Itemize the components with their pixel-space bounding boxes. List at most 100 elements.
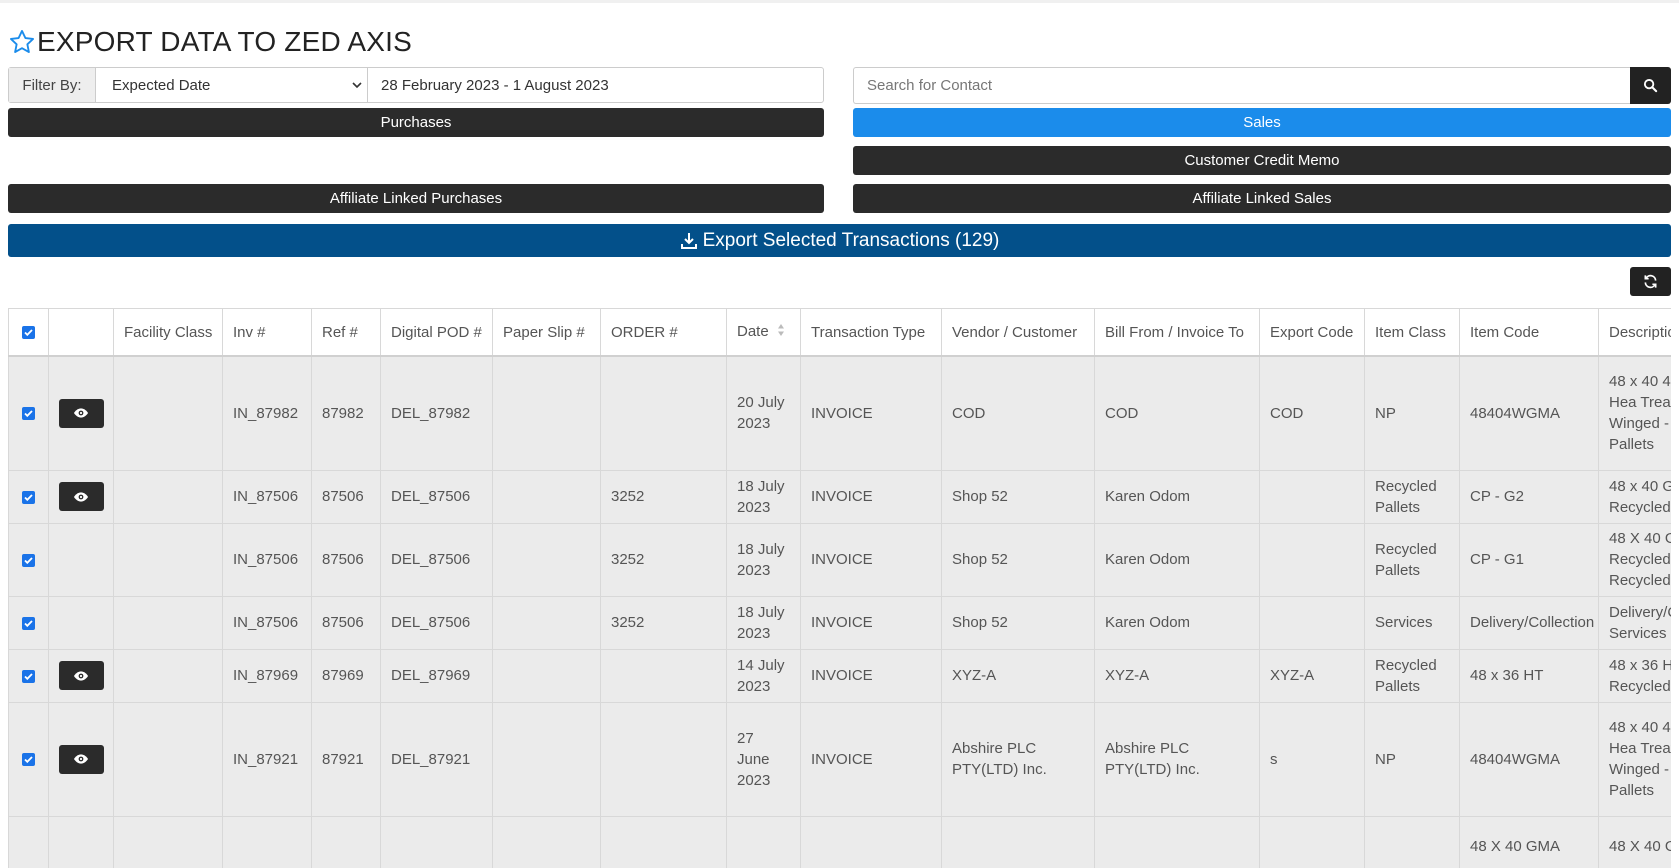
- table-cell: DEL_87506: [380, 595, 493, 650]
- row-actions-cell: [48, 522, 114, 597]
- column-header[interactable]: ORDER #: [600, 308, 727, 357]
- table-cell: Delivery/Collection: [1459, 595, 1599, 650]
- table-cell: 18 July 2023: [726, 595, 801, 650]
- table-cell: [600, 648, 727, 703]
- view-button[interactable]: [58, 661, 104, 690]
- view-button[interactable]: [58, 482, 104, 511]
- table-cell: XYZ-A: [1259, 648, 1365, 703]
- table-cell: [600, 355, 727, 471]
- row-checkbox[interactable]: [22, 407, 35, 421]
- column-header[interactable]: Digital POD #: [380, 308, 493, 357]
- table-cell: Shop 52: [941, 595, 1095, 650]
- row-select-cell: [8, 815, 49, 868]
- purchases-button[interactable]: Purchases: [8, 108, 824, 137]
- star-icon[interactable]: [8, 28, 36, 56]
- export-selected-button[interactable]: Export Selected Transactions (129): [8, 224, 1671, 257]
- table-cell: [1259, 595, 1365, 650]
- column-header[interactable]: Descriptio: [1598, 308, 1671, 357]
- date-range-input[interactable]: 28 February 2023 - 1 August 2023: [381, 76, 609, 94]
- column-header[interactable]: Vendor / Customer: [941, 308, 1095, 357]
- filter-label: Filter By:: [9, 68, 96, 102]
- row-actions-cell: [48, 469, 114, 524]
- search-icon: [1643, 78, 1658, 93]
- table-cell: Karen Odom: [1094, 522, 1260, 597]
- table-cell: 87506: [311, 595, 381, 650]
- table-cell: 48 X 40 GMA: [1459, 815, 1599, 868]
- eye-icon: [74, 670, 88, 681]
- table-cell: [492, 595, 601, 650]
- filter-select[interactable]: Expected Date: [96, 68, 368, 102]
- eye-icon: [74, 408, 88, 418]
- row-checkbox[interactable]: [22, 616, 35, 630]
- row-checkbox[interactable]: [22, 490, 35, 504]
- table-row[interactable]: IN_87506 87506 DEL_87506 3252 18 July 2023 IN…: [8, 522, 1671, 597]
- table-cell: [1259, 469, 1365, 524]
- table-body: IN_87982 87982 DEL_87982 20 July 2023 INVOIC…: [8, 355, 1671, 868]
- row-actions-cell: [48, 595, 114, 650]
- table-cell: [1259, 522, 1365, 597]
- table-cell: NP: [1364, 355, 1460, 471]
- date-column-header[interactable]: Date: [726, 308, 801, 357]
- table-cell: [1364, 815, 1460, 868]
- table-cell: DEL_87969: [380, 648, 493, 703]
- table-cell: 87921: [311, 701, 381, 817]
- table-cell: IN_87506: [222, 595, 312, 650]
- search-input[interactable]: Search for Contact: [853, 67, 1630, 104]
- customer-credit-memo-button[interactable]: Customer Credit Memo: [853, 146, 1671, 175]
- table-row[interactable]: IN_87506 87506 DEL_87506 3252 18 July 2023 IN…: [8, 595, 1671, 650]
- export-button-label: Export Selected Transactions (129): [702, 229, 1000, 251]
- table-cell: 48 x 40 4 gma - Hea Treated C Winged - P…: [1598, 701, 1671, 817]
- sort-icon: [777, 322, 785, 343]
- table-cell: Recycled Pallets: [1364, 648, 1460, 703]
- column-header[interactable]: Facility Class: [113, 308, 223, 357]
- transactions-table: Facility Class Inv # Ref # Digital POD #…: [8, 308, 1671, 868]
- column-header[interactable]: Ref #: [311, 308, 381, 357]
- table-cell: 18 July 2023: [726, 522, 801, 597]
- affiliate-linked-purchases-button[interactable]: Affiliate Linked Purchases: [8, 184, 824, 213]
- column-header[interactable]: Paper Slip #: [492, 308, 601, 357]
- row-select-cell: [8, 701, 49, 817]
- table-row[interactable]: IN_87921 87921 DEL_87921 27 June 2023 INVOIC…: [8, 701, 1671, 817]
- table-row[interactable]: IN_87982 87982 DEL_87982 20 July 2023 INVOIC…: [8, 355, 1671, 471]
- search-button[interactable]: [1630, 67, 1671, 104]
- column-header[interactable]: Inv #: [222, 308, 312, 357]
- table-cell: [113, 595, 223, 650]
- table-row[interactable]: IN_87506 87506 DEL_87506 3252 18 July 2023 IN…: [8, 469, 1671, 524]
- column-header[interactable]: Export Code: [1259, 308, 1365, 357]
- column-header-label: Date: [737, 323, 769, 341]
- eye-icon: [74, 754, 88, 764]
- refresh-button[interactable]: [1630, 267, 1671, 296]
- view-button[interactable]: [58, 398, 104, 428]
- table-cell: [311, 815, 381, 868]
- actions-header: [48, 308, 114, 357]
- column-header[interactable]: Transaction Type: [800, 308, 942, 357]
- table-cell: [800, 815, 942, 868]
- column-header[interactable]: Item Class: [1364, 308, 1460, 357]
- table-cell: 87982: [311, 355, 381, 471]
- table-row[interactable]: IN_87969 87969 DEL_87969 14 July 2023 INVOIC…: [8, 648, 1671, 703]
- column-header[interactable]: Item Code: [1459, 308, 1599, 357]
- table-cell: Abshire PLC PTY(LTD) Inc.: [941, 701, 1095, 817]
- select-all-checkbox[interactable]: [22, 326, 35, 340]
- table-cell: 20 July 2023: [726, 355, 801, 471]
- table-cell: [1259, 815, 1365, 868]
- table-cell: DEL_87506: [380, 469, 493, 524]
- table-cell: [600, 701, 727, 817]
- table-cell: Shop 52: [941, 469, 1095, 524]
- table-cell: IN_87921: [222, 701, 312, 817]
- table-cell: COD: [1259, 355, 1365, 471]
- table-cell: IN_87506: [222, 522, 312, 597]
- table-cell: [222, 815, 312, 868]
- affiliate-linked-sales-button[interactable]: Affiliate Linked Sales: [853, 184, 1671, 213]
- column-header[interactable]: Bill From / Invoice To: [1094, 308, 1260, 357]
- row-actions-cell: [48, 815, 114, 868]
- row-checkbox[interactable]: [22, 753, 35, 767]
- table-cell: 48 x 36 H Recycled P: [1598, 648, 1671, 703]
- row-checkbox[interactable]: [22, 553, 35, 567]
- table-cell: [941, 815, 1095, 868]
- sales-button[interactable]: Sales: [853, 108, 1671, 137]
- row-checkbox[interactable]: [22, 669, 35, 683]
- table-row[interactable]: 48 X 40 GMA 48 X 40 G: [8, 815, 1671, 868]
- table-cell: [492, 522, 601, 597]
- view-button[interactable]: [58, 744, 104, 774]
